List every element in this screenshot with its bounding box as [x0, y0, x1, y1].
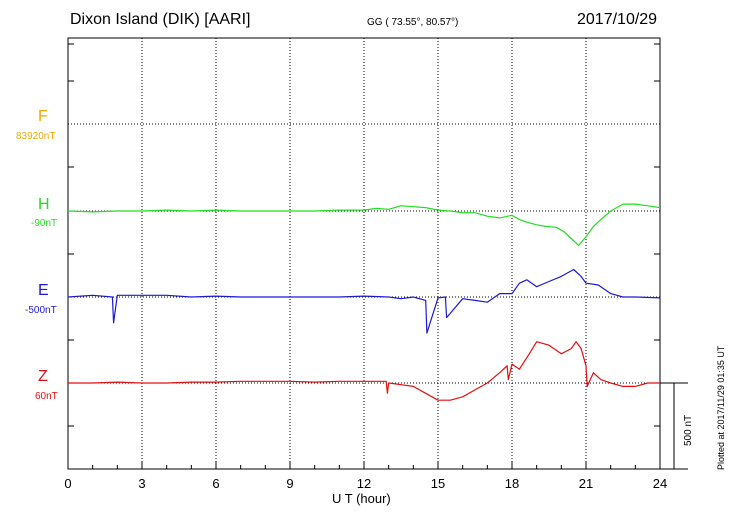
scale-bar: [660, 382, 688, 470]
x-axis-label: U T (hour): [332, 491, 391, 506]
plot-date: 2017/10/29: [577, 11, 658, 28]
x-tick-label: 21: [579, 476, 593, 491]
baseline-F: 83920nT: [16, 131, 56, 142]
baseline-Z: 60nT: [35, 391, 58, 402]
label-H: H: [38, 196, 50, 213]
scale-bar-label: 500 nT: [683, 414, 694, 446]
label-Z: Z: [38, 368, 48, 385]
x-tick-label: 0: [64, 476, 71, 491]
series-lines: [67, 203, 661, 401]
x-tick-label: 18: [505, 476, 519, 491]
grid-lines: [68, 38, 660, 469]
label-E: E: [38, 282, 49, 299]
x-tick-label: 24: [653, 476, 667, 491]
series-Z-line: [68, 341, 660, 401]
series-H-line: [67, 203, 661, 246]
x-tick-label: 9: [286, 476, 293, 491]
baseline-E: -500nT: [25, 305, 57, 316]
x-tick-label: 6: [212, 476, 219, 491]
series-E-line: [67, 268, 661, 334]
plotted-timestamp: Plotted at 2017/11/29 01:35 UT: [716, 345, 726, 470]
x-tick-label: 3: [138, 476, 145, 491]
geographic-coordinates: GG ( 73.55°, 80.57°): [367, 17, 459, 28]
x-tick-label: 12: [357, 476, 371, 491]
baseline-H: -90nT: [31, 218, 58, 229]
x-axis-ticks: 0 3 6 9 12 15 18 21 24: [64, 43, 667, 491]
label-F: F: [38, 108, 48, 125]
station-title: Dixon Island (DIK) [AARI]: [70, 11, 251, 28]
x-tick-label: 15: [431, 476, 445, 491]
